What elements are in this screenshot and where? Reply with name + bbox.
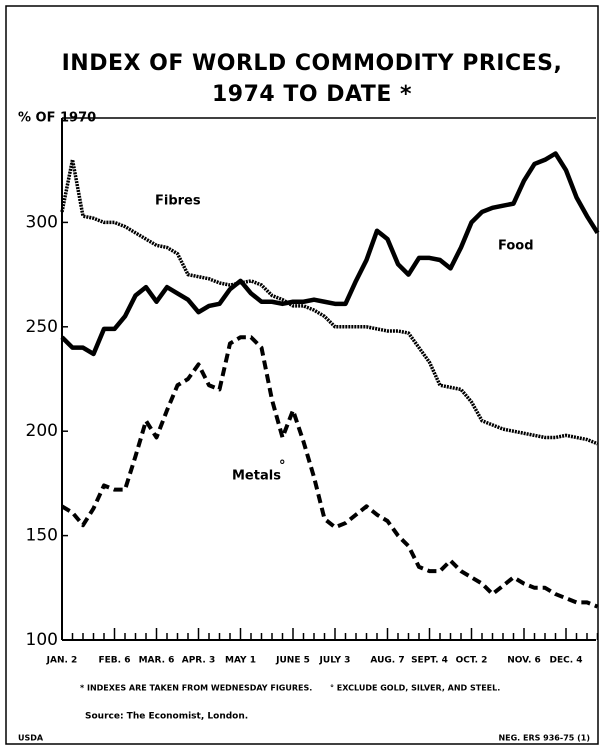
x-tick-label: DEC. 4 [549, 656, 582, 666]
frame [5, 5, 599, 745]
negative-number: NEG. ERS 936-75 (1) [498, 734, 590, 743]
metals-mark: ° [279, 459, 286, 474]
x-tick-label: MAR. 6 [139, 656, 175, 666]
footnote: ° EXCLUDE GOLD, SILVER, AND STEEL. [330, 684, 500, 693]
x-tick-label: FEB. 6 [99, 656, 131, 666]
x-tick-label: JAN. 2 [46, 656, 78, 666]
x-tick-label: OCT. 2 [456, 656, 488, 666]
y-axis-label: % OF 1970 [18, 111, 96, 126]
chart-title: INDEX OF WORLD COMMODITY PRICES, [62, 51, 563, 76]
x-tick-label: SEPT. 4 [411, 656, 448, 666]
y-tick-label: 100 [26, 630, 58, 650]
series-label: Metals [232, 469, 281, 484]
line-food [60, 151, 600, 357]
y-tick-label: 150 [26, 526, 58, 546]
footnote: * INDEXES ARE TAKEN FROM WEDNESDAY FIGUR… [80, 684, 312, 693]
source: Source: The Economist, London. [85, 712, 248, 722]
line-metals [60, 335, 599, 609]
agency: USDA [18, 734, 44, 743]
y-tick-label: 250 [26, 317, 58, 337]
x-tick-label: JULY 3 [319, 656, 351, 666]
x-tick-label: AUG. 7 [370, 656, 404, 666]
x-tick-label: MAY 1 [225, 656, 256, 666]
x-tick-label: APR. 3 [182, 656, 215, 666]
y-tick-label: 300 [26, 212, 58, 232]
series-label: Food [498, 239, 534, 254]
series-label: Fibres [155, 194, 201, 209]
x-tick-label: JUNE 5 [275, 656, 310, 666]
chart-title: 1974 TO DATE * [212, 82, 412, 107]
line-fibres [60, 158, 599, 446]
y-tick-label: 200 [26, 421, 58, 441]
x-tick-label: NOV. 6 [507, 656, 541, 666]
